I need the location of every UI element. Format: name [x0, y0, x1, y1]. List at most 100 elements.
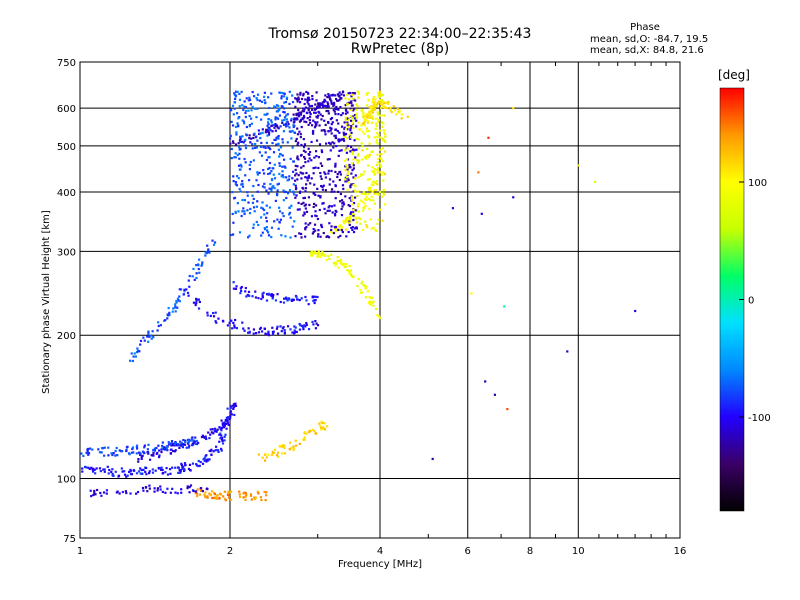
data-point [314, 432, 318, 435]
data-point [360, 173, 363, 176]
data-point [170, 444, 173, 447]
data-point [311, 131, 315, 134]
data-point [92, 467, 95, 470]
data-point [221, 442, 225, 445]
data-point [260, 297, 263, 301]
data-point [379, 190, 382, 193]
data-point [336, 99, 339, 102]
data-point [354, 177, 357, 180]
data-point [340, 199, 344, 202]
data-point [276, 183, 279, 186]
data-point [247, 290, 251, 293]
data-point [379, 153, 382, 156]
data-point [217, 317, 220, 320]
data-point [234, 287, 238, 290]
data-point [347, 216, 350, 219]
data-point [272, 331, 275, 334]
data-point [342, 131, 345, 134]
data-point [372, 180, 375, 183]
data-point [201, 462, 205, 465]
data-point [250, 137, 253, 140]
data-point [295, 295, 298, 298]
data-point [232, 403, 236, 406]
data-point [327, 112, 330, 115]
data-point [233, 107, 236, 110]
data-point [312, 192, 315, 195]
data-point [98, 467, 102, 470]
data-point [239, 190, 242, 193]
data-point [222, 320, 225, 323]
data-point [310, 159, 313, 162]
data-point [355, 108, 358, 111]
data-point [342, 187, 345, 191]
data-point [285, 125, 288, 128]
data-point [221, 422, 224, 425]
data-point [252, 223, 255, 226]
data-point [382, 192, 385, 195]
data-point [240, 165, 243, 168]
data-point [304, 203, 308, 206]
data-point [350, 183, 353, 186]
data-point [195, 272, 198, 275]
data-point [100, 451, 103, 454]
data-point [370, 106, 373, 109]
data-point [166, 487, 169, 490]
data-point [377, 166, 380, 170]
data-point [180, 488, 183, 491]
data-point [179, 444, 182, 447]
data-point [340, 228, 343, 232]
data-point [229, 137, 232, 140]
data-point [233, 101, 237, 104]
data-point [329, 126, 332, 129]
data-point [180, 491, 183, 494]
data-point [372, 95, 375, 99]
data-point [328, 204, 331, 208]
data-point [300, 111, 303, 114]
data-point [338, 99, 341, 102]
data-point [278, 114, 282, 117]
data-point [398, 111, 401, 114]
data-point [347, 204, 350, 207]
data-point [195, 439, 198, 443]
data-point [334, 112, 337, 116]
data-point [176, 306, 179, 309]
data-point [221, 439, 224, 443]
data-point [230, 120, 233, 123]
data-point [289, 216, 292, 219]
data-point [248, 134, 251, 137]
data-point [244, 115, 247, 119]
data-point [201, 490, 204, 493]
data-point [301, 110, 304, 113]
data-point [241, 198, 244, 202]
data-point [200, 264, 203, 267]
data-point [356, 159, 359, 162]
data-point [314, 210, 317, 213]
data-point [302, 327, 305, 331]
data-point [266, 229, 269, 232]
data-point [302, 114, 306, 118]
data-point [249, 117, 253, 120]
data-point [346, 147, 349, 150]
data-point [236, 153, 239, 157]
data-point [244, 174, 247, 177]
data-point [220, 449, 223, 452]
data-point [135, 492, 138, 495]
data-point [121, 490, 124, 494]
data-point [170, 440, 174, 443]
data-point [270, 187, 273, 191]
data-point [287, 178, 291, 181]
data-point [236, 202, 239, 205]
data-point [374, 228, 377, 232]
data-point [375, 103, 379, 106]
data-point [151, 454, 154, 457]
data-point [296, 127, 299, 130]
data-point [355, 217, 358, 221]
data-point [281, 121, 284, 124]
data-point [139, 472, 142, 475]
data-point [260, 499, 263, 502]
data-point [376, 180, 379, 183]
data-point [201, 261, 204, 264]
data-point [184, 440, 187, 444]
data-point [220, 434, 223, 437]
data-point [324, 94, 327, 97]
